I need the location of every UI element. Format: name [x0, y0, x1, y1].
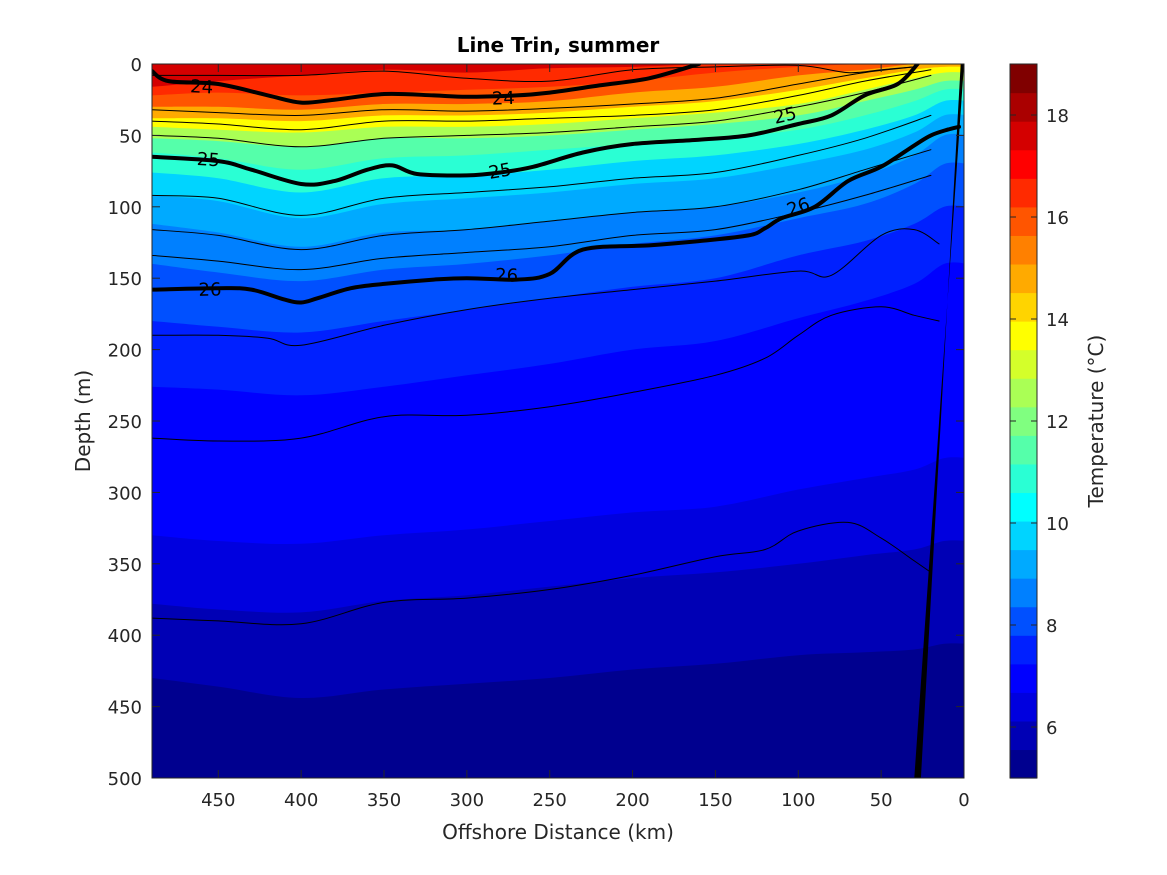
contour-label-text: 26 — [495, 265, 518, 287]
contour-label-26: 26 — [495, 265, 518, 287]
colorbar-tick-label: 14 — [1046, 310, 1069, 331]
density-contour-26 — [152, 124, 961, 305]
contour-label-26: 26 — [784, 194, 812, 221]
contour-label-text: 25 — [196, 149, 220, 171]
colorbar-ticks: 6 8 10 12 14 16 18 — [1010, 106, 1069, 739]
contour-label-text: 26 — [198, 279, 221, 300]
x-tick-label: 450 — [201, 790, 235, 811]
colorbar-tick-label: 10 — [1046, 514, 1069, 535]
colorbar-band — [1010, 578, 1037, 608]
contour-label-24: 24 — [190, 76, 214, 98]
contour-label-text: 25 — [487, 159, 513, 184]
contour-label-25: 25 — [487, 159, 513, 184]
colorbar-tick-label: 6 — [1046, 718, 1057, 739]
colorbar-band — [1010, 663, 1037, 693]
y-tick-label: 300 — [108, 483, 142, 504]
y-tick-label: 150 — [108, 269, 142, 290]
density-contour-thin-4 — [152, 66, 915, 116]
colorbar-bands — [1010, 64, 1037, 779]
colorbar-band — [1010, 606, 1037, 636]
y-tick-label: 450 — [108, 698, 142, 719]
colorbar-tick-label: 16 — [1046, 208, 1069, 229]
y-axis-ticks: 0 50 100 150 200 250 300 350 400 450 500 — [108, 55, 964, 790]
density-contour-thin-3 — [152, 64, 915, 83]
colorbar-band — [1010, 749, 1037, 779]
temperature-fills — [152, 64, 964, 778]
contour-label-25: 25 — [196, 149, 220, 171]
colorbar-band — [1010, 720, 1037, 751]
density-contour-24 — [152, 64, 701, 105]
colorbar-band — [1010, 235, 1037, 265]
colorbar-band — [1010, 64, 1037, 94]
x-tick-label: 350 — [367, 790, 401, 811]
colorbar-band — [1010, 435, 1037, 465]
x-tick-label: 100 — [781, 790, 815, 811]
plot-area: 24 24 25 25 25 26 26 26 — [152, 64, 964, 778]
x-tick-label: 0 — [958, 790, 969, 811]
colorbar-label: Temperature (°C) — [1084, 335, 1108, 509]
colorbar-band — [1010, 292, 1037, 322]
seafloor-wedge — [914, 64, 964, 778]
colorbar-band — [1010, 549, 1037, 579]
x-tick-label: 150 — [698, 790, 732, 811]
y-tick-label: 200 — [108, 341, 142, 362]
seafloor — [914, 64, 964, 778]
density-contour-thin-6 — [152, 74, 932, 148]
y-tick-label: 250 — [108, 412, 142, 433]
density-contour-25 — [152, 64, 920, 187]
colorbar: 6 8 10 12 14 16 18 Temperature (°C) — [1009, 63, 1108, 779]
colorbar-band — [1010, 492, 1037, 522]
x-tick-label: 300 — [450, 790, 484, 811]
density-contour-thin-11 — [152, 306, 940, 442]
density-contour-thin-12 — [152, 521, 932, 626]
contour-label-24: 24 — [492, 88, 515, 110]
density-contour-thin-5 — [152, 69, 932, 131]
y-tick-label: 400 — [108, 626, 142, 647]
colorbar-band — [1010, 263, 1037, 294]
colorbar-band — [1010, 378, 1037, 408]
colorbar-tick-label: 12 — [1046, 412, 1069, 433]
colorbar-band — [1010, 206, 1037, 236]
density-contour-thin-8 — [152, 149, 932, 251]
x-tick-label: 50 — [870, 790, 893, 811]
temp-band-16 — [152, 643, 964, 778]
y-tick-label: 50 — [119, 126, 142, 147]
contour-label-text: 24 — [492, 88, 515, 110]
y-tick-label: 0 — [131, 55, 142, 76]
colorbar-band — [1010, 121, 1037, 151]
x-tick-label: 400 — [284, 790, 318, 811]
contour-label-text: 25 — [772, 103, 799, 129]
colorbar-band — [1010, 349, 1037, 379]
contour-label-26: 26 — [198, 279, 221, 300]
x-tick-label: 250 — [533, 790, 567, 811]
x-axis-ticks: 450 400 350 300 250 200 150 100 50 0 — [201, 64, 970, 811]
contour-label-25: 25 — [772, 103, 799, 129]
colorbar-tick-label: 8 — [1046, 616, 1057, 637]
thin-contours — [152, 64, 940, 626]
contour-labels: 24 24 25 25 25 26 26 26 — [190, 76, 813, 301]
colorbar-band — [1010, 178, 1037, 208]
density-contour-thin-10 — [152, 228, 940, 347]
x-axis-label: Offshore Distance (km) — [442, 820, 674, 844]
x-tick-label: 200 — [615, 790, 649, 811]
colorbar-band — [1010, 463, 1037, 493]
chart-title: Line Trin, summer — [457, 33, 660, 57]
colorbar-band — [1010, 520, 1037, 551]
colorbar-band — [1010, 149, 1037, 179]
contour-label-text: 24 — [190, 76, 214, 98]
colorbar-band — [1010, 92, 1037, 122]
bold-contours — [152, 64, 961, 305]
colorbar-band — [1010, 321, 1037, 351]
y-tick-label: 100 — [108, 198, 142, 219]
y-tick-label: 350 — [108, 555, 142, 576]
density-contour-thin-7 — [152, 114, 932, 216]
colorbar-band — [1010, 635, 1037, 665]
colorbar-band — [1010, 692, 1037, 722]
y-axis-label: Depth (m) — [71, 370, 95, 472]
colorbar-tick-label: 18 — [1046, 106, 1069, 127]
y-tick-label: 500 — [108, 769, 142, 790]
